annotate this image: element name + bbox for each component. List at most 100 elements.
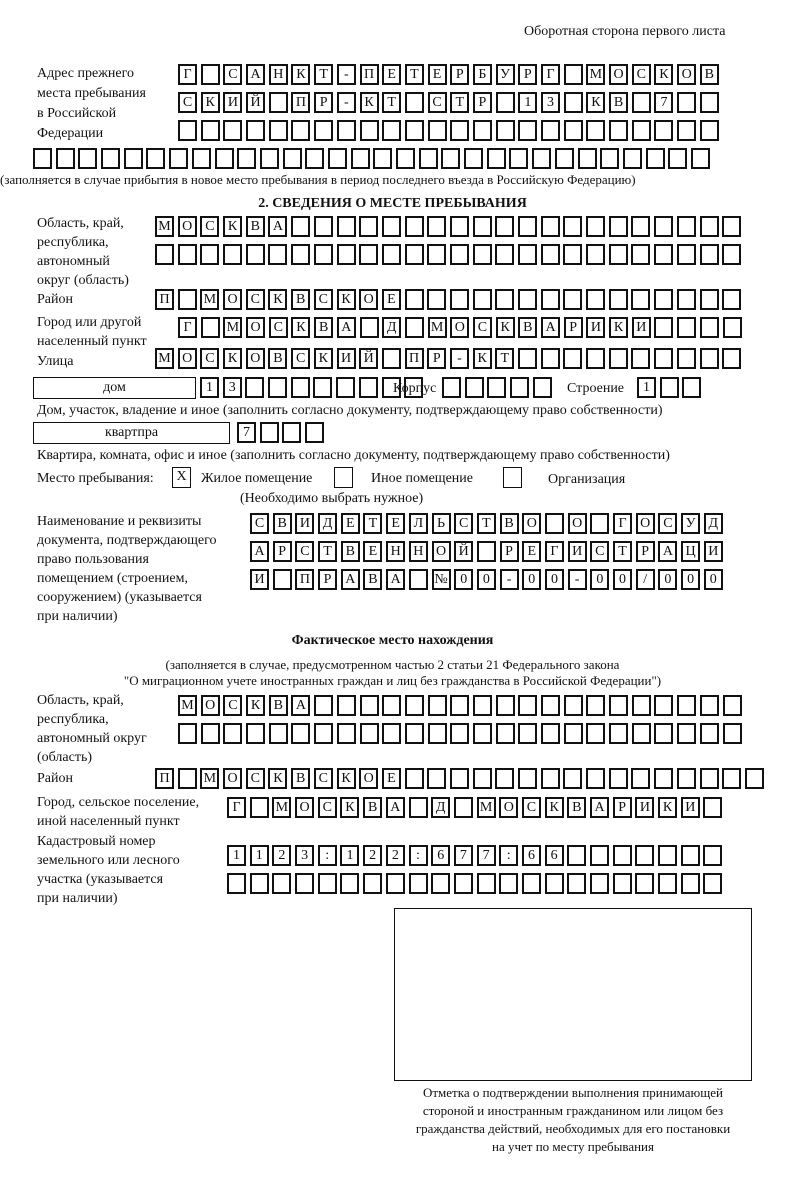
char-cell[interactable] [521, 873, 541, 894]
char-cell[interactable] [658, 845, 678, 866]
char-cell[interactable]: 0 [613, 569, 632, 590]
char-cell[interactable]: У [681, 513, 701, 534]
char-cell[interactable] [699, 289, 719, 310]
char-cell[interactable] [55, 148, 75, 169]
char-cell[interactable] [404, 768, 424, 789]
char-cell[interactable] [78, 148, 98, 169]
char-cell[interactable] [495, 244, 515, 265]
char-cell[interactable]: Д [703, 513, 723, 534]
char-cell[interactable]: 0 [658, 569, 678, 590]
char-cell[interactable] [327, 148, 347, 169]
char-cell[interactable]: Р [635, 541, 655, 562]
char-cell[interactable] [246, 120, 266, 141]
char-cell[interactable]: С [178, 92, 197, 113]
char-cell[interactable] [472, 216, 492, 237]
char-cell[interactable] [544, 513, 564, 534]
char-cell[interactable] [268, 92, 288, 113]
char-cell[interactable]: Д [431, 797, 451, 818]
char-cell[interactable]: 3 [295, 845, 315, 866]
char-cell[interactable] [722, 768, 742, 789]
region-row-2[interactable] [155, 244, 742, 265]
char-cell[interactable]: И [680, 797, 700, 818]
char-cell[interactable]: Д [382, 317, 402, 338]
organization-checkbox[interactable] [503, 467, 522, 488]
char-cell[interactable] [313, 216, 333, 237]
char-cell[interactable] [699, 92, 719, 113]
char-cell[interactable] [259, 148, 279, 169]
char-cell[interactable] [499, 873, 519, 894]
char-cell[interactable] [418, 148, 438, 169]
char-cell[interactable] [590, 873, 609, 894]
char-cell[interactable]: Р [314, 92, 334, 113]
char-cell[interactable] [486, 148, 506, 169]
char-cell[interactable] [703, 845, 723, 866]
char-cell[interactable] [404, 216, 424, 237]
char-cell[interactable] [291, 216, 311, 237]
char-cell[interactable]: А [336, 317, 356, 338]
char-cell[interactable]: Е [386, 513, 406, 534]
char-cell[interactable] [563, 120, 583, 141]
char-cell[interactable]: О [177, 348, 197, 369]
char-cell[interactable] [268, 377, 288, 398]
char-cell[interactable]: С [200, 348, 220, 369]
char-cell[interactable] [654, 289, 674, 310]
char-cell[interactable] [622, 148, 642, 169]
char-cell[interactable] [631, 768, 651, 789]
char-cell[interactable] [427, 289, 447, 310]
char-cell[interactable] [290, 377, 310, 398]
char-cell[interactable] [472, 723, 492, 744]
char-cell[interactable]: И [703, 541, 723, 562]
char-cell[interactable] [699, 244, 719, 265]
char-cell[interactable] [200, 244, 220, 265]
char-cell[interactable] [677, 317, 697, 338]
char-cell[interactable] [682, 377, 702, 398]
char-cell[interactable] [200, 64, 220, 85]
char-cell[interactable] [336, 120, 356, 141]
char-cell[interactable] [237, 148, 257, 169]
char-cell[interactable]: К [291, 317, 311, 338]
char-cell[interactable]: 0 [544, 569, 564, 590]
char-cell[interactable]: О [635, 513, 655, 534]
char-cell[interactable]: С [658, 513, 678, 534]
char-cell[interactable] [33, 148, 52, 169]
char-cell[interactable]: С [200, 216, 220, 237]
char-cell[interactable] [449, 216, 469, 237]
char-cell[interactable] [563, 92, 583, 113]
char-cell[interactable] [259, 422, 279, 443]
char-cell[interactable] [586, 695, 606, 716]
char-cell[interactable]: Р [450, 64, 470, 85]
char-cell[interactable] [631, 723, 651, 744]
char-cell[interactable] [495, 723, 515, 744]
char-cell[interactable] [563, 216, 583, 237]
char-cell[interactable] [314, 120, 334, 141]
char-cell[interactable]: 0 [681, 569, 701, 590]
char-cell[interactable]: М [272, 797, 292, 818]
char-cell[interactable] [654, 120, 674, 141]
char-cell[interactable] [654, 695, 674, 716]
char-cell[interactable] [567, 845, 587, 866]
char-cell[interactable]: С [427, 92, 447, 113]
char-cell[interactable] [654, 317, 674, 338]
char-cell[interactable]: О [567, 513, 587, 534]
char-cell[interactable]: К [340, 797, 360, 818]
char-cell[interactable] [690, 148, 710, 169]
char-cell[interactable]: П [359, 64, 379, 85]
char-cell[interactable]: Т [613, 541, 632, 562]
char-cell[interactable]: К [359, 92, 379, 113]
char-cell[interactable]: С [317, 797, 337, 818]
char-cell[interactable] [586, 348, 606, 369]
char-cell[interactable]: Ц [681, 541, 701, 562]
char-cell[interactable]: П [404, 348, 424, 369]
char-cell[interactable] [518, 216, 537, 237]
char-cell[interactable] [313, 377, 333, 398]
char-cell[interactable]: 3 [541, 92, 560, 113]
char-cell[interactable]: А [541, 317, 560, 338]
char-cell[interactable] [676, 216, 696, 237]
char-cell[interactable]: - [336, 64, 356, 85]
char-cell[interactable] [382, 695, 402, 716]
char-cell[interactable] [677, 92, 697, 113]
char-cell[interactable]: Р [612, 797, 632, 818]
